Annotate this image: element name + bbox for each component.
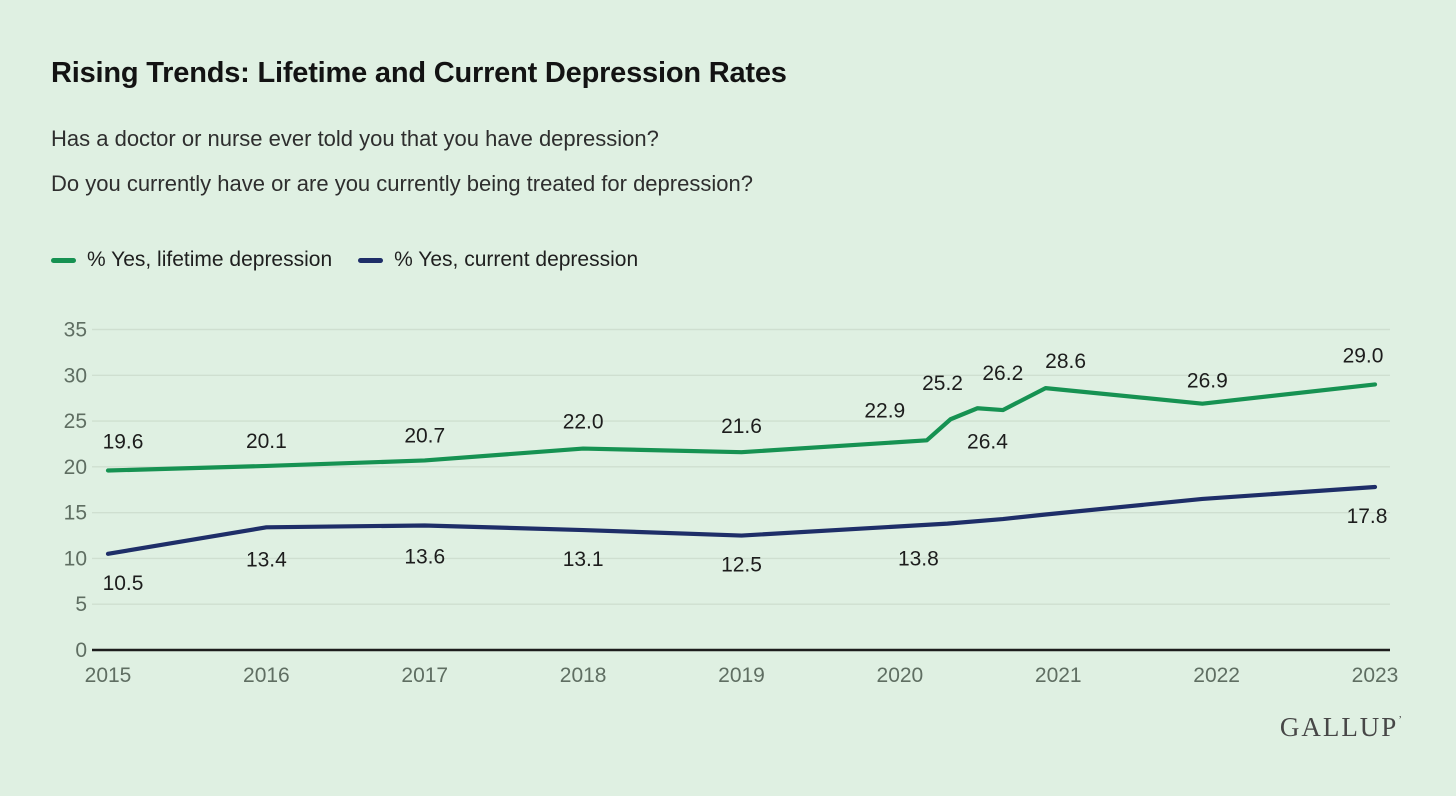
- y-axis-tick-label: 15: [64, 502, 87, 525]
- y-axis-tick-label: 10: [64, 547, 87, 570]
- gallup-logo-mark: ’: [1398, 714, 1402, 726]
- x-axis-tick-label: 2016: [243, 664, 290, 687]
- data-label: 17.8: [1347, 505, 1388, 528]
- question-current: Do you currently have or are you current…: [51, 171, 753, 196]
- data-label: 20.1: [246, 430, 287, 453]
- data-label: 22.0: [563, 411, 604, 434]
- question-lifetime: Has a doctor or nurse ever told you that…: [51, 126, 659, 151]
- legend-item-current: % Yes, current depression: [358, 248, 638, 272]
- data-label: 28.6: [1045, 350, 1086, 373]
- gallup-logo-text: GALLUP: [1279, 712, 1399, 742]
- legend-item-lifetime: % Yes, lifetime depression: [51, 248, 332, 272]
- data-label: 12.5: [721, 554, 762, 577]
- x-axis-tick-label: 2019: [718, 664, 765, 687]
- legend-label-current: % Yes, current depression: [394, 248, 639, 271]
- y-axis-tick-label: 35: [64, 319, 87, 342]
- data-label: 22.9: [864, 399, 905, 422]
- legend-label-lifetime: % Yes, lifetime depression: [87, 248, 333, 271]
- data-label: 25.2: [922, 372, 963, 395]
- data-label: 13.1: [563, 548, 604, 571]
- data-label: 19.6: [103, 431, 144, 454]
- gallup-logo: GALLUP’: [1280, 712, 1402, 743]
- y-axis-tick-label: 5: [75, 593, 87, 616]
- x-axis-tick-label: 2018: [560, 664, 607, 687]
- x-axis-tick-label: 2023: [1352, 664, 1399, 687]
- x-axis-tick-label: 2021: [1035, 664, 1082, 687]
- data-label: 13.8: [898, 548, 939, 571]
- x-axis-tick-label: 2022: [1193, 664, 1240, 687]
- data-label: 26.2: [982, 362, 1023, 385]
- lifetime-line-swatch: [51, 257, 76, 263]
- data-label: 13.4: [246, 548, 287, 571]
- y-axis-tick-label: 20: [64, 456, 87, 479]
- current-depression-line: [105, 484, 1378, 556]
- current-line-swatch: [358, 257, 384, 263]
- y-axis-tick-label: 25: [64, 410, 87, 433]
- trend-plot: 0 5 10 15 20 25 30 35 2015 2016 2017 2018 2019 2020 20…: [64, 319, 1399, 687]
- depression-trend-chart: 0 5 10 15 20 25 30 35 2015 2016 2017 2018 2019 2020 20…: [0, 300, 1456, 720]
- page-title: Rising Trends: Lifetime and Current Depr…: [51, 57, 787, 89]
- data-label: 26.9: [1187, 370, 1228, 393]
- data-label: 29.0: [1343, 344, 1384, 367]
- lifetime-depression-line: [105, 382, 1378, 473]
- x-axis-tick-label: 2015: [85, 664, 132, 687]
- data-label: 13.6: [404, 545, 445, 568]
- chart-legend: % Yes, lifetime depression % Yes, curren…: [51, 248, 638, 272]
- y-axis-tick-label: 30: [64, 364, 87, 387]
- x-axis-tick-label: 2020: [877, 664, 924, 687]
- data-label: 21.6: [721, 415, 762, 438]
- data-label: 26.4: [967, 430, 1008, 453]
- y-axis-tick-label: 0: [75, 639, 87, 662]
- data-label: 20.7: [404, 424, 445, 447]
- x-axis-tick-label: 2017: [401, 664, 448, 687]
- data-label: 10.5: [103, 572, 144, 595]
